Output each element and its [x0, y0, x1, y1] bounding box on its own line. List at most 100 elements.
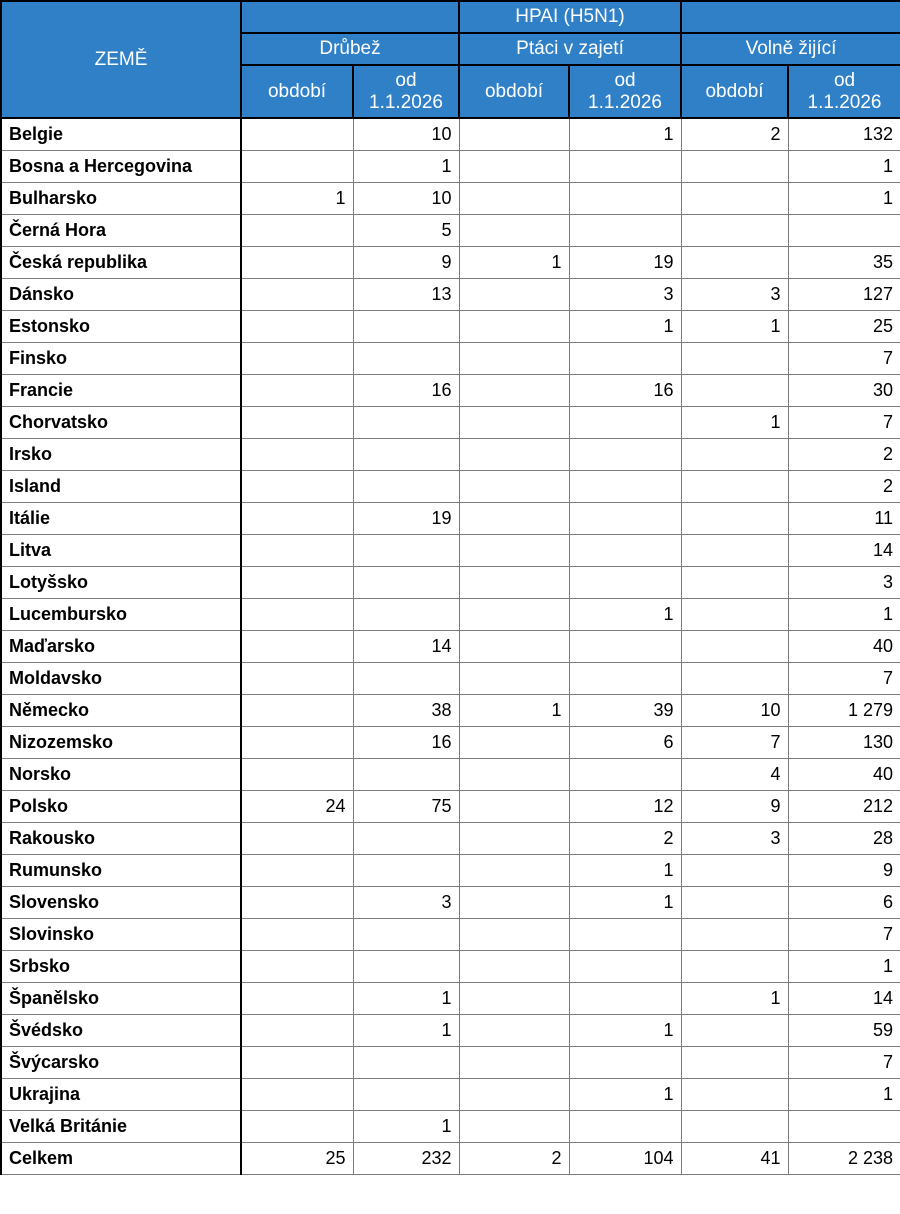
cell-value	[458, 854, 570, 888]
cell-value	[680, 182, 789, 216]
cell-value	[352, 342, 460, 376]
cell-value: 1 279	[787, 694, 900, 728]
cell-value	[352, 310, 460, 344]
cell-value: 1	[680, 982, 789, 1016]
cell-value: 40	[787, 758, 900, 792]
cell-value: 1	[787, 1078, 900, 1112]
cell-value	[240, 598, 354, 632]
cell-value	[458, 598, 570, 632]
cell-value: 6	[568, 726, 682, 760]
cell-value: 16	[352, 374, 460, 408]
cell-country: Slovensko	[0, 886, 242, 920]
cell-value: 132	[787, 117, 900, 152]
hpai-surveillance-table: ZEMĚ HPAI (H5N1) Drůbež Ptáci v zajetí V…	[0, 0, 900, 1176]
cell-value	[458, 1014, 570, 1048]
table-body: Belgie 10 1 2 132 Bosna a Hercegovina 1 1 Bulhar…	[0, 117, 900, 1176]
cell-value	[458, 790, 570, 824]
table-row: Moldavsko 7	[0, 662, 900, 696]
cell-value	[680, 246, 789, 280]
cell-value: 1	[680, 310, 789, 344]
table-row: Černá Hora 5	[0, 214, 900, 248]
cell-value	[240, 886, 354, 920]
cell-value	[352, 662, 460, 696]
cell-value	[680, 374, 789, 408]
cell-value	[458, 406, 570, 440]
cell-value	[352, 854, 460, 888]
since-date: 1.1.2026	[588, 91, 662, 113]
cell-value	[240, 1110, 354, 1144]
cell-value	[352, 470, 460, 504]
table-row: Slovinsko 7	[0, 918, 900, 952]
cell-value: 2	[787, 470, 900, 504]
cell-value: 59	[787, 1014, 900, 1048]
cell-value: 3	[787, 566, 900, 600]
cell-value	[240, 310, 354, 344]
cell-value	[458, 566, 570, 600]
cell-value	[680, 1014, 789, 1048]
cell-value	[240, 502, 354, 536]
cell-country: Belgie	[0, 117, 242, 152]
table-total-row: Celkem 25 232 2 104 41 2 238	[0, 1142, 900, 1176]
cell-value: 1	[352, 1014, 460, 1048]
cell-value: 2	[787, 438, 900, 472]
cell-value	[240, 854, 354, 888]
header-row-groups: Drůbež Ptáci v zajetí Volně žijící	[1, 31, 900, 66]
cell-value	[352, 1046, 460, 1080]
cell-value	[787, 1110, 900, 1144]
cell-value	[352, 918, 460, 952]
column-header-wild-period: období	[680, 63, 790, 120]
cell-value: 1	[568, 886, 682, 920]
column-header-country: ZEMĚ	[0, 0, 242, 120]
cell-value	[240, 694, 354, 728]
cell-value: 1	[787, 150, 900, 184]
cell-value: 9	[352, 246, 460, 280]
cell-value: 1	[787, 598, 900, 632]
cell-value	[787, 214, 900, 248]
cell-value	[680, 630, 789, 664]
cell-value	[680, 342, 789, 376]
cell-value	[568, 342, 682, 376]
cell-value: 130	[787, 726, 900, 760]
table-row: Švýcarsko 7	[0, 1046, 900, 1080]
cell-value	[568, 438, 682, 472]
cell-value	[240, 662, 354, 696]
header-row-subcolumns: období od 1.1.2026 období od 1.1.2026 obdo…	[1, 63, 900, 120]
cell-value	[568, 1046, 682, 1080]
cell-value	[458, 310, 570, 344]
cell-value	[458, 470, 570, 504]
cell-value	[240, 918, 354, 952]
cell-value: 10	[352, 182, 460, 216]
table-row: Velká Británie 1	[0, 1110, 900, 1144]
cell-value: 1	[352, 1110, 460, 1144]
cell-country: Finsko	[0, 342, 242, 376]
cell-country: Itálie	[0, 502, 242, 536]
cell-value	[568, 534, 682, 568]
cell-country: Německo	[0, 694, 242, 728]
cell-value	[352, 406, 460, 440]
cell-value: 7	[787, 342, 900, 376]
table-row: Polsko 24 75 12 9 212	[0, 790, 900, 824]
cell-value	[240, 982, 354, 1016]
cell-value: 7	[680, 726, 789, 760]
cell-value: 1	[352, 982, 460, 1016]
cell-total-value: 232	[352, 1142, 460, 1176]
cell-value	[568, 406, 682, 440]
cell-value: 9	[787, 854, 900, 888]
cell-value	[240, 117, 354, 152]
cell-country: Maďarsko	[0, 630, 242, 664]
cell-value: 1	[568, 310, 682, 344]
cell-value	[240, 630, 354, 664]
cell-value	[240, 950, 354, 984]
cell-value	[458, 534, 570, 568]
cell-value	[458, 117, 570, 152]
cell-value	[458, 822, 570, 856]
cell-value: 16	[352, 726, 460, 760]
cell-value	[458, 758, 570, 792]
cell-country: Lotyšsko	[0, 566, 242, 600]
cell-country: Nizozemsko	[0, 726, 242, 760]
cell-value	[680, 534, 789, 568]
cell-country: Černá Hora	[0, 214, 242, 248]
cell-value	[568, 630, 682, 664]
column-group-wild-birds: Volně žijící	[680, 31, 900, 66]
cell-value	[458, 342, 570, 376]
